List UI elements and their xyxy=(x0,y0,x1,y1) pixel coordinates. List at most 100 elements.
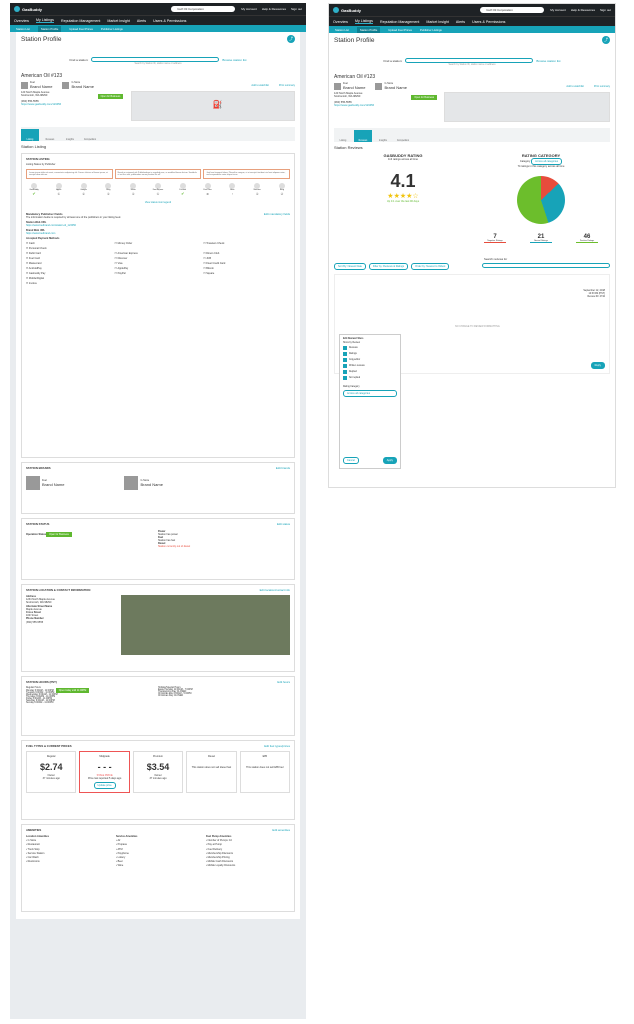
publisher-4[interactable]: Waze ② xyxy=(125,183,141,197)
publisher-1[interactable]: Apple ① xyxy=(51,183,67,197)
publisher-3[interactable]: Bing ② xyxy=(100,183,116,197)
station-map[interactable]: Open for Business xyxy=(411,92,610,122)
station-search-input[interactable] xyxy=(405,58,534,63)
update-price-button[interactable]: Update price xyxy=(93,782,116,789)
payment-method[interactable]: ☐ Fuel Card xyxy=(26,257,40,260)
edit-brands-link[interactable]: Edit brands xyxy=(275,466,290,470)
payment-method[interactable]: ☐ Visa xyxy=(114,262,123,265)
station-map[interactable]: Open for Business ⛽ xyxy=(97,91,295,121)
payment-method[interactable]: ☐ Gasbuddy Pay xyxy=(26,272,46,275)
count-label: Positive Ratings xyxy=(579,240,595,242)
order-button[interactable]: Order by: Newest to Oldest xyxy=(411,263,450,270)
edit-mandatory-link[interactable]: Edit mandatory fields xyxy=(263,212,290,216)
satellite-map[interactable] xyxy=(121,595,290,655)
nav-users[interactable]: Users & Permissions xyxy=(153,18,187,23)
payment-method[interactable]: ☐ Money Order xyxy=(114,242,133,245)
station-search-input[interactable] xyxy=(91,57,220,62)
payment-method[interactable]: ☐ Square xyxy=(203,272,215,275)
nav-my-listings[interactable]: My Listings xyxy=(35,18,54,23)
publisher-7[interactable]: Find Gas ⊗ xyxy=(200,183,216,197)
corporation-select[interactable]: Gulf Oil Corporation xyxy=(480,7,545,13)
payment-method[interactable] xyxy=(115,282,202,285)
payment-method[interactable]: ☐ American Express xyxy=(114,252,138,255)
gasbuddy-logo[interactable]: GasBuddy xyxy=(333,7,361,13)
payment-method[interactable] xyxy=(115,247,202,250)
subnav-station-list[interactable]: Station List xyxy=(16,26,30,31)
tab-listing[interactable]: Listing xyxy=(339,140,347,142)
payment-method[interactable] xyxy=(203,277,290,280)
payment-method[interactable]: ☐ ApplePay xyxy=(114,267,129,270)
tab-listing[interactable]: Listing xyxy=(21,129,39,141)
filter-option[interactable]: Replied xyxy=(343,370,397,374)
filter-button[interactable]: Filter by: Reviews & Ratings xyxy=(368,263,409,270)
subnav-station-profile[interactable]: Station Profile xyxy=(37,25,62,32)
publisher-9[interactable]: Nearme ② xyxy=(249,183,265,197)
add-watchlist-link[interactable]: Add to watchlist xyxy=(251,83,269,87)
publisher-10[interactable]: Bing ② xyxy=(274,183,290,197)
publisher-0[interactable]: GasBuddy ✔ xyxy=(26,183,42,197)
payment-method[interactable]: ☐ AndroidPay xyxy=(26,267,42,270)
payment-method[interactable] xyxy=(203,282,290,285)
publisher-2[interactable]: Google ② xyxy=(76,183,92,197)
edit-amenities-link[interactable]: Edit amenities xyxy=(272,828,290,832)
payment-method[interactable]: ☐ PayPal xyxy=(114,272,126,275)
publisher-8[interactable]: Here! xyxy=(224,183,240,197)
category-select[interactable]: Across all categories xyxy=(531,158,563,165)
filter-option[interactable]: Written reviews xyxy=(343,364,397,368)
nav-reputation[interactable]: Reputation Management xyxy=(60,18,101,23)
payment-method[interactable] xyxy=(115,277,202,280)
legend-link[interactable]: View status icon legend xyxy=(144,201,172,204)
tab-competition[interactable]: Competition xyxy=(83,139,97,141)
tab-competition[interactable]: Competition xyxy=(396,140,410,142)
sign-out-link[interactable]: Sign out xyxy=(290,7,302,11)
review-search-input[interactable] xyxy=(482,263,610,268)
payment-method[interactable]: ☐ Invoice xyxy=(26,282,37,285)
tab-insights[interactable]: Insights xyxy=(66,139,74,141)
nav-overview[interactable]: Overview xyxy=(14,18,29,23)
payment-method[interactable] xyxy=(203,247,290,250)
sort-button[interactable]: Sort By: Newest Date xyxy=(334,263,366,270)
rating-category-select[interactable]: Across all categories xyxy=(343,390,397,397)
payment-method[interactable]: ☐ Discover xyxy=(114,257,128,260)
payment-method[interactable]: ☐ Cash xyxy=(26,242,35,245)
payment-method[interactable]: ☐ Mastercard xyxy=(26,262,42,265)
tab-insights[interactable]: Insights xyxy=(379,140,387,142)
edit-status-link[interactable]: Edit status xyxy=(276,522,290,526)
subnav-upload-prices[interactable]: Upload Fuel Prices xyxy=(69,26,93,31)
tab-reviews[interactable]: Reviews xyxy=(45,139,55,141)
share-icon[interactable]: ⤴ xyxy=(287,35,295,43)
apply-button[interactable]: Apply xyxy=(382,457,397,464)
payment-method[interactable]: ☐ Debit Card xyxy=(26,252,41,255)
help-link[interactable]: Help & Resources xyxy=(261,7,286,11)
subnav-publisher-listings[interactable]: Publisher Listings xyxy=(100,26,123,31)
station-web-link[interactable]: https://www.gasbuddy.com/123456 xyxy=(21,103,62,106)
gasbuddy-logo[interactable]: GasBuddy xyxy=(14,6,42,12)
edit-hours-link[interactable]: Edit hours xyxy=(277,680,290,684)
edit-location-link[interactable]: Edit location/contact info xyxy=(259,588,290,592)
share-icon[interactable]: ⤴ xyxy=(602,36,610,44)
filter-option[interactable]: Show by Review xyxy=(343,342,397,344)
print-summary-link[interactable]: Print summary xyxy=(278,83,295,87)
filter-option[interactable]: Copyeditor xyxy=(343,358,397,362)
tab-reviews[interactable]: Reviews xyxy=(354,130,372,142)
my-account-link[interactable]: My Account xyxy=(241,7,257,11)
payment-method[interactable]: ☐ Fleet Credit Card xyxy=(203,262,226,265)
payment-method[interactable]: ☐ JCB xyxy=(203,257,211,260)
edit-fuel-link[interactable]: Edit fuel types/prices xyxy=(264,744,290,748)
reply-button[interactable]: Reply xyxy=(590,362,605,369)
payment-method[interactable]: ☐ Travelers Check xyxy=(203,242,225,245)
nav-alerts[interactable]: Alerts xyxy=(136,18,147,23)
payment-method[interactable]: ☐ Mobile/Digital xyxy=(26,277,44,280)
filter-option[interactable]: Reviews xyxy=(343,346,397,350)
cancel-button[interactable]: Cancel xyxy=(343,457,359,464)
publisher-6[interactable]: Factual ✔ xyxy=(175,183,191,197)
corporation-select[interactable]: Gulf Oil Corporation xyxy=(171,6,236,12)
payment-method[interactable]: ☐ Bitcoin xyxy=(203,267,214,270)
browse-station-link[interactable]: Browse station list xyxy=(222,57,247,62)
nav-market-insight[interactable]: Market Insight xyxy=(107,18,130,23)
filter-option[interactable]: Ratings xyxy=(343,352,397,356)
filter-option[interactable]: Not replied xyxy=(343,376,397,380)
payment-method[interactable]: ☐ Diners Club xyxy=(203,252,220,255)
publisher-5[interactable]: FourSquare ① xyxy=(150,183,166,197)
payment-method[interactable]: ☐ Personal Check xyxy=(26,247,47,250)
